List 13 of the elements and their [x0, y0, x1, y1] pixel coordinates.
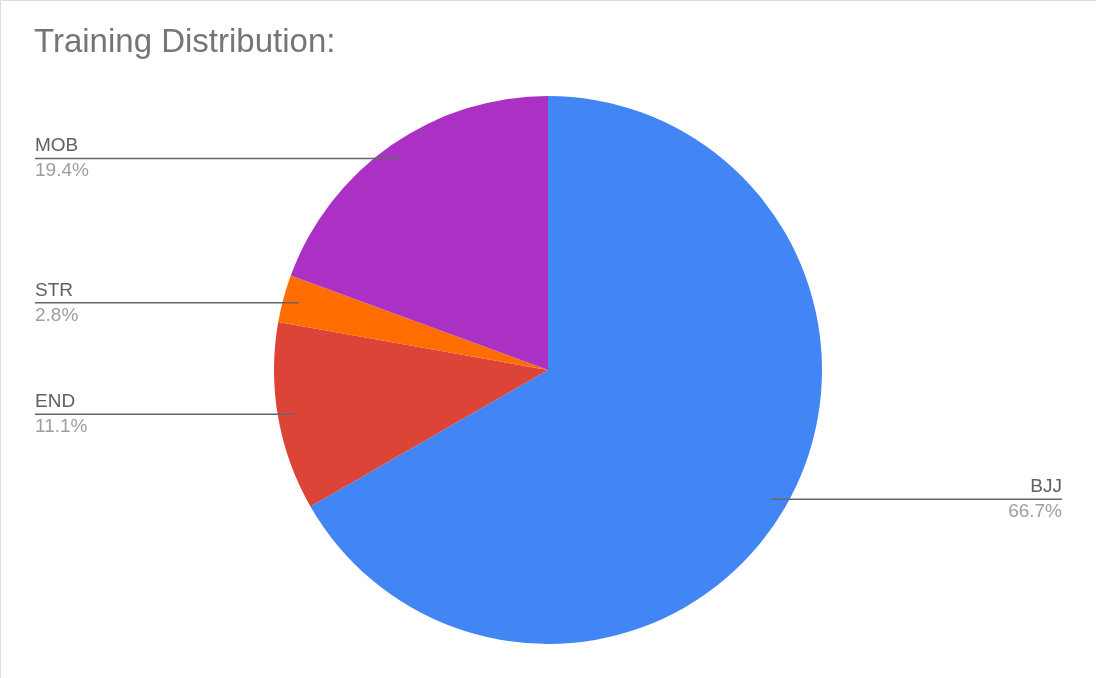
slice-label: MOB	[35, 134, 79, 156]
data-label: 66.7%	[1008, 500, 1063, 522]
pie-slice	[290, 96, 548, 370]
pie-slice	[274, 322, 548, 507]
data-label: 11.1%	[35, 415, 88, 437]
data-label: 2.8%	[35, 303, 79, 325]
pie-slice	[278, 275, 548, 370]
chart-title: Training Distribution:	[34, 22, 336, 59]
slice-label: END	[35, 390, 76, 412]
slice-label: STR	[35, 278, 73, 300]
slice-label: BJJ	[1030, 475, 1062, 497]
pie-slice	[310, 96, 822, 644]
data-label: 19.4%	[35, 159, 89, 181]
